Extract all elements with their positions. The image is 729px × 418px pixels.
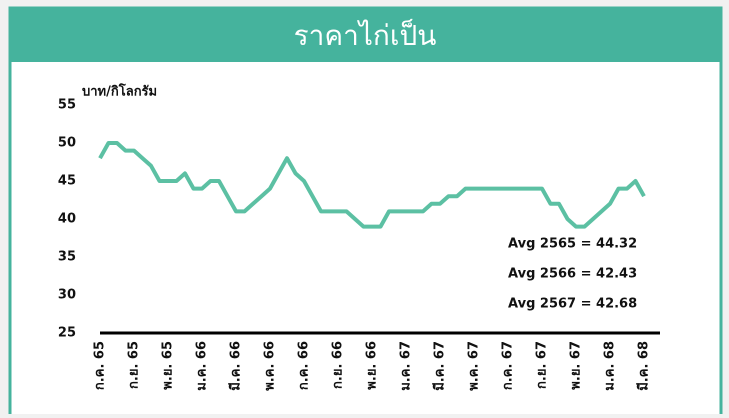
x-tick-label: ก.ย. 66 (331, 341, 346, 389)
y-tick-label: 40 (58, 212, 76, 227)
x-tick-label: ก.ค. 67 (501, 341, 516, 390)
x-tick-label: พ.ย. 66 (365, 341, 380, 390)
x-tick-label: มี.ค. 67 (432, 341, 448, 391)
y-tick-label: 45 (58, 174, 76, 189)
annotation: Avg 2565 = 44.32 (508, 237, 637, 252)
y-tick-label: 25 (58, 326, 76, 341)
y-tick-label: 50 (58, 136, 76, 151)
y-axis-label: บาท/กิโลกรัม (82, 83, 157, 100)
x-tick-label: พ.ค. 67 (467, 341, 482, 391)
x-tick-label: มี.ค. 68 (636, 341, 652, 391)
x-tick-label: มี.ค. 66 (228, 341, 244, 391)
annotation: Avg 2567 = 42.68 (508, 297, 637, 312)
header-bar (10, 8, 721, 62)
x-tick-label: ก.ย. 65 (127, 341, 142, 389)
annotation: Avg 2566 = 42.43 (508, 267, 637, 282)
x-tick-label: ม.ค. 66 (195, 341, 210, 391)
x-tick-label: ก.ค. 66 (297, 341, 312, 390)
y-tick-label: 55 (58, 98, 76, 113)
x-tick-label: พ.ย. 65 (161, 341, 176, 390)
x-tick-label: พ.ย. 67 (569, 341, 584, 390)
x-tick-label: ก.ย. 67 (535, 341, 550, 389)
x-tick-label: พ.ค. 66 (263, 341, 278, 391)
price-line (98, 141, 646, 229)
y-tick-label: 35 (58, 250, 76, 265)
x-tick-label: ม.ค. 68 (603, 341, 618, 391)
x-tick-label: ม.ค. 67 (399, 341, 414, 391)
x-tick-label: ก.ค. 65 (93, 341, 108, 390)
y-tick-label: 30 (58, 288, 76, 303)
chart-title: ราคาไก่เป็น (294, 18, 437, 52)
